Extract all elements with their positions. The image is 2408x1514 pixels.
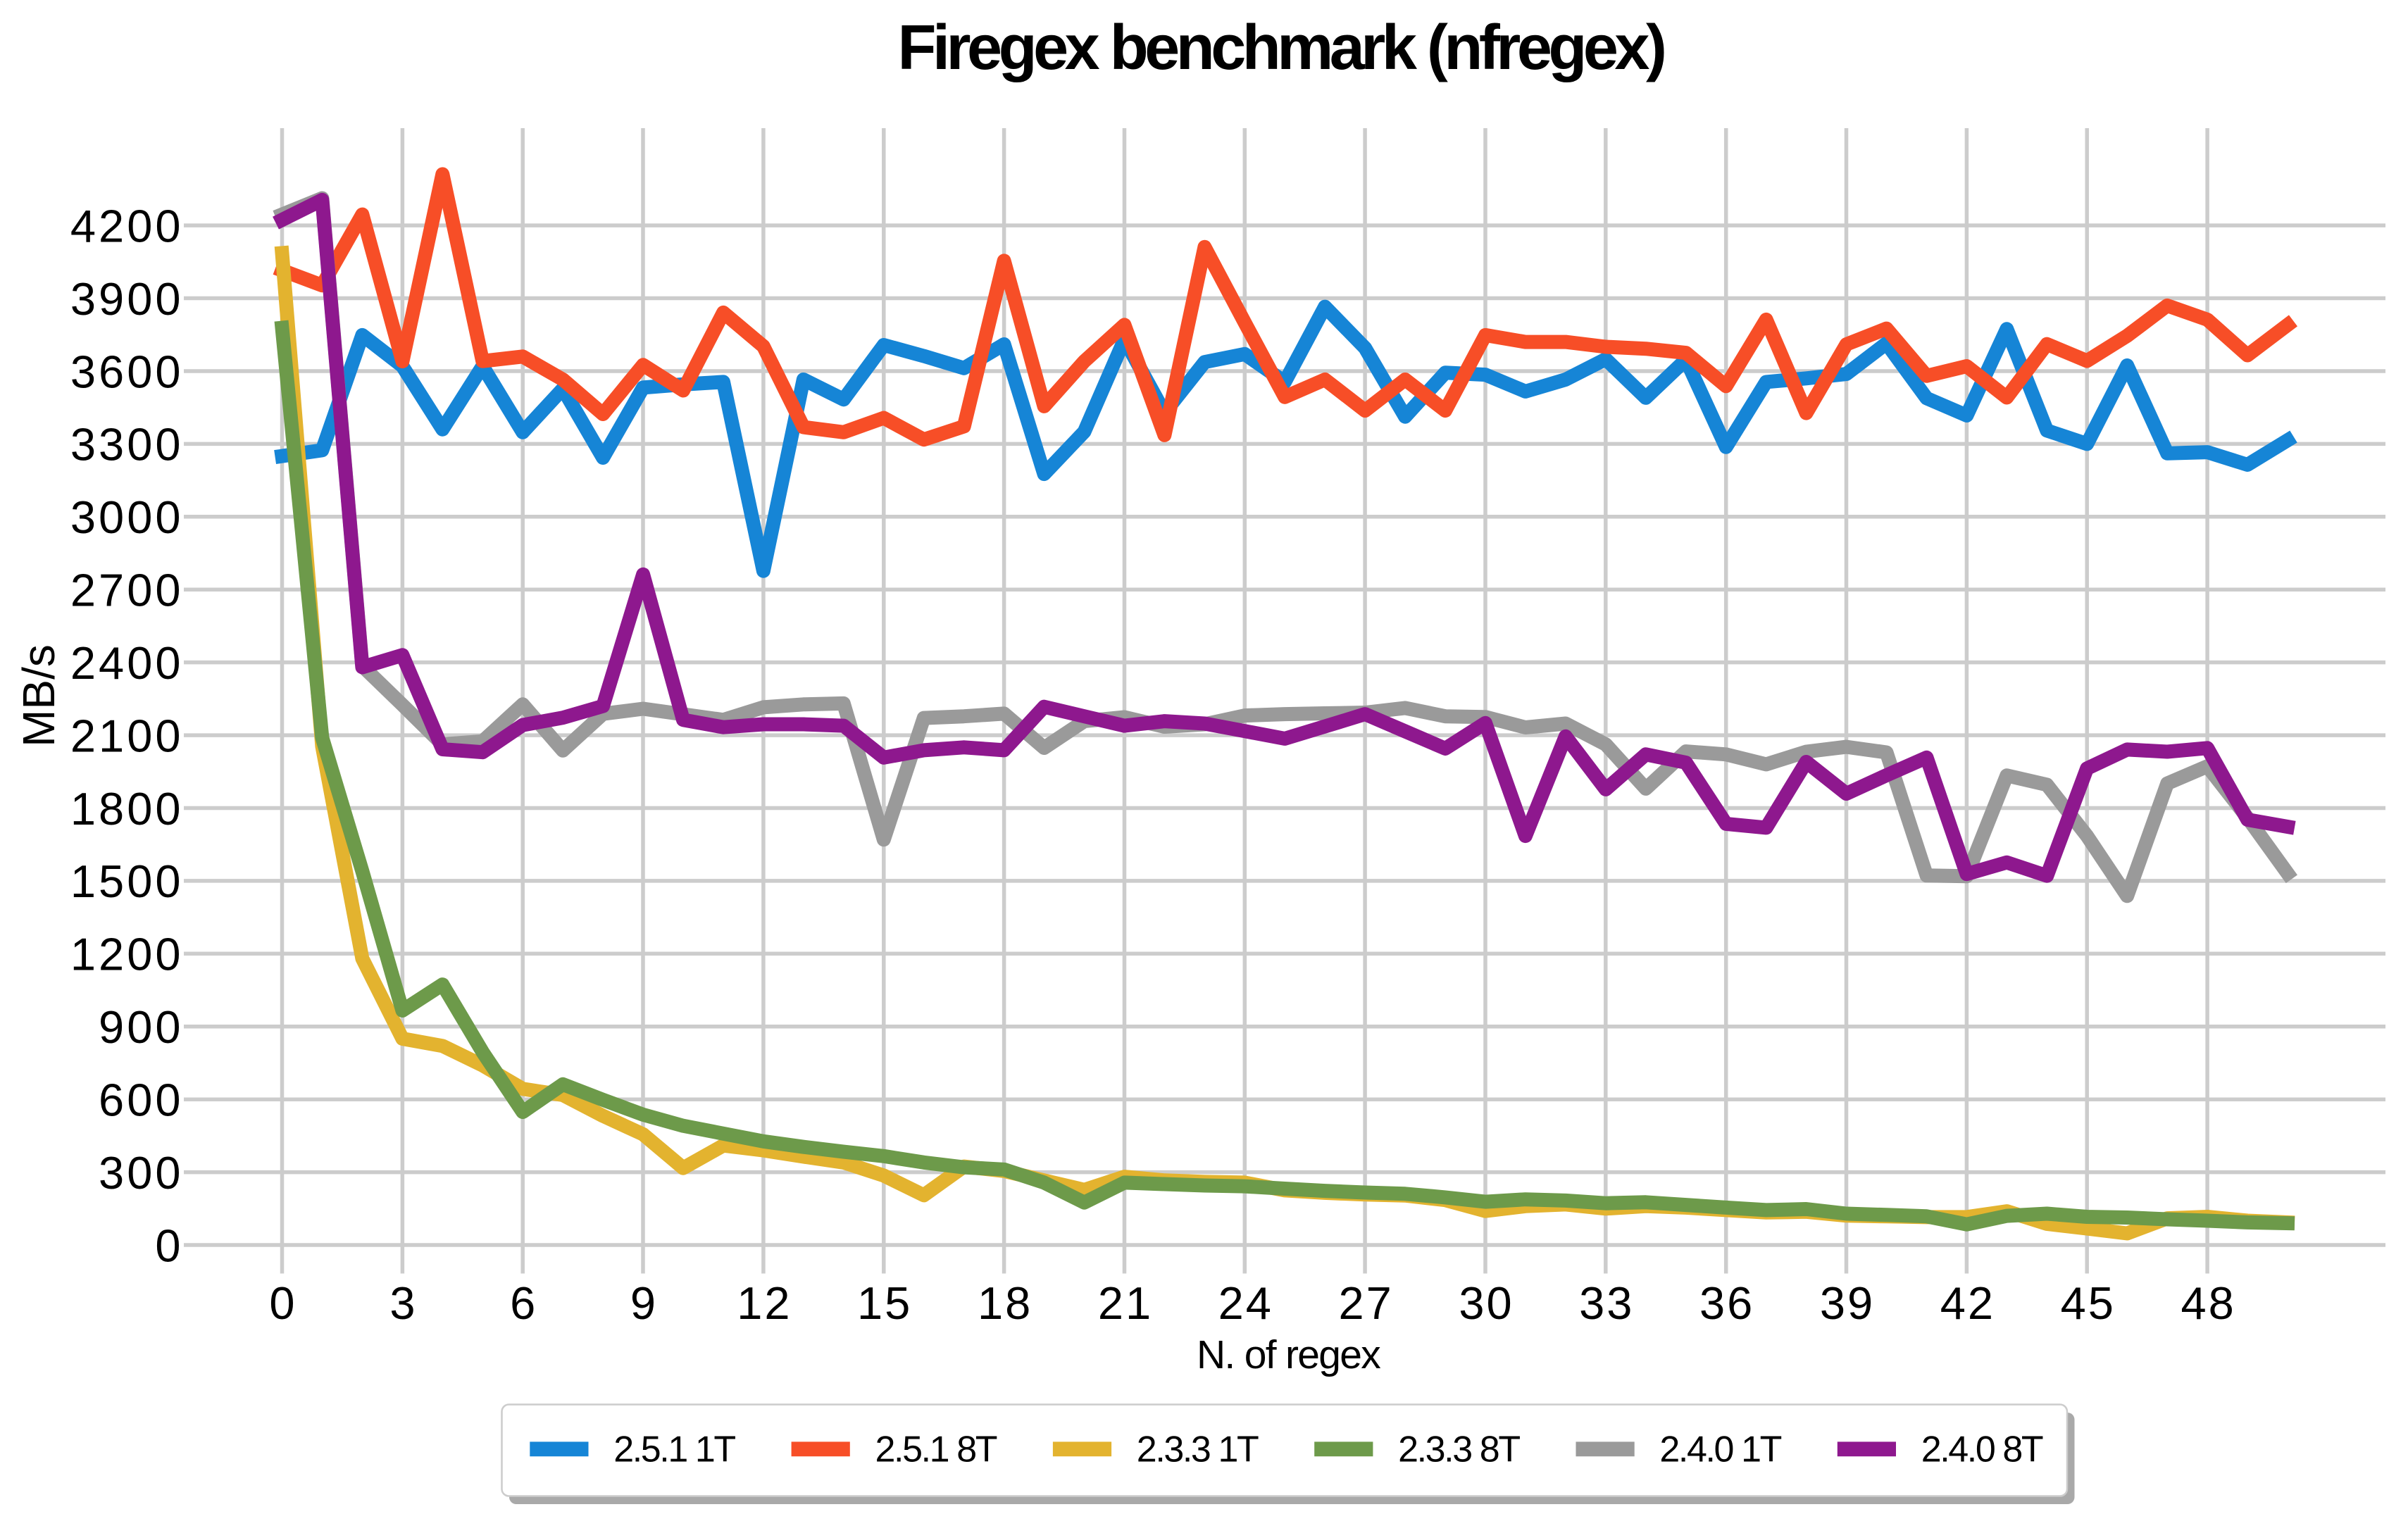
svg-text:30: 30	[1459, 1277, 1514, 1329]
svg-text:1500: 1500	[70, 856, 184, 907]
svg-text:4200: 4200	[70, 200, 184, 251]
svg-text:1800: 1800	[70, 783, 184, 834]
svg-text:MB/s: MB/s	[13, 644, 64, 747]
svg-text:N. of regex: N. of regex	[1197, 1332, 1380, 1377]
svg-text:300: 300	[99, 1147, 183, 1199]
svg-text:600: 600	[99, 1075, 183, 1126]
svg-text:45: 45	[2061, 1277, 2116, 1329]
svg-text:18: 18	[978, 1277, 1033, 1329]
svg-text:2.3.3 8T: 2.3.3 8T	[1398, 1429, 1520, 1470]
svg-text:27: 27	[1338, 1277, 1393, 1329]
svg-text:2.4.0 8T: 2.4.0 8T	[1921, 1429, 2043, 1470]
svg-text:0: 0	[155, 1220, 183, 1271]
svg-text:0: 0	[269, 1277, 297, 1329]
svg-text:42: 42	[1940, 1277, 1995, 1329]
svg-text:2400: 2400	[70, 637, 184, 689]
svg-text:2.5.1 8T: 2.5.1 8T	[875, 1429, 997, 1470]
svg-text:900: 900	[99, 1001, 183, 1053]
svg-text:39: 39	[1820, 1277, 1875, 1329]
svg-text:1200: 1200	[70, 929, 184, 980]
svg-text:3600: 3600	[70, 346, 184, 397]
svg-text:24: 24	[1218, 1277, 1273, 1329]
svg-text:9: 9	[630, 1277, 658, 1329]
svg-text:2.4.0 1T: 2.4.0 1T	[1659, 1429, 1781, 1470]
svg-text:3300: 3300	[70, 419, 184, 470]
svg-text:2700: 2700	[70, 565, 184, 616]
svg-text:3900: 3900	[70, 273, 184, 325]
svg-text:12: 12	[737, 1277, 792, 1329]
svg-text:33: 33	[1579, 1277, 1634, 1329]
svg-text:21: 21	[1098, 1277, 1153, 1329]
svg-text:2.5.1 1T: 2.5.1 1T	[613, 1429, 735, 1470]
svg-text:Firegex benchmark (nfregex): Firegex benchmark (nfregex)	[898, 13, 1664, 83]
svg-text:15: 15	[857, 1277, 912, 1329]
svg-text:3: 3	[389, 1277, 417, 1329]
svg-text:36: 36	[1699, 1277, 1754, 1329]
svg-text:48: 48	[2181, 1277, 2235, 1329]
svg-text:6: 6	[510, 1277, 537, 1329]
svg-text:2.3.3 1T: 2.3.3 1T	[1137, 1429, 1259, 1470]
svg-text:3000: 3000	[70, 492, 184, 543]
svg-text:2100: 2100	[70, 710, 184, 761]
